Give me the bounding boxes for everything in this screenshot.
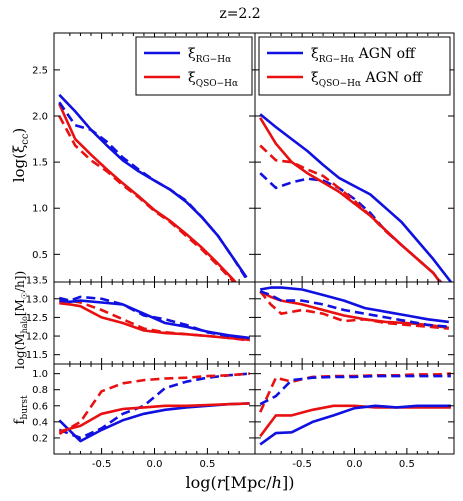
series-line-1-2 bbox=[259, 117, 442, 282]
y-tick-label: 13.0 bbox=[26, 294, 48, 305]
panel-2-1-series bbox=[259, 372, 451, 446]
legend-label: ξQSO−Hα bbox=[188, 70, 238, 89]
y-label-row-0: log(ξcc) bbox=[10, 128, 31, 183]
x-tick-label: 0.0 bbox=[347, 459, 363, 470]
panel-1-0-series bbox=[58, 295, 250, 342]
x-axis-label: log(r[Mpc/h]) bbox=[186, 473, 295, 492]
series-line-2-1 bbox=[59, 301, 250, 342]
figure-title: z=2.2 bbox=[219, 6, 260, 22]
legend-box bbox=[258, 36, 451, 96]
x-tick-label: 0.0 bbox=[147, 459, 163, 470]
y-tick-label: 12.0 bbox=[26, 332, 48, 343]
y-tick-label: 2.0 bbox=[32, 112, 48, 123]
series-line-3-2 bbox=[259, 290, 449, 328]
legend-label: ξRG−Hα bbox=[188, 46, 231, 65]
y-tick-label: 1.0 bbox=[32, 369, 48, 380]
legend-box bbox=[135, 36, 253, 96]
y-tick-label: 0.2 bbox=[32, 433, 48, 444]
series-line-0-1 bbox=[58, 103, 237, 282]
y-tick-label: 0.8 bbox=[32, 385, 48, 396]
series-line-1-0 bbox=[259, 172, 443, 282]
series-line-5-3 bbox=[259, 404, 451, 446]
y-tick-label: 0.4 bbox=[32, 417, 48, 428]
x-tick-label: -0.5 bbox=[292, 459, 312, 470]
x-tick-label: 0.5 bbox=[399, 459, 415, 470]
legend-label: ξRG−Hα AGN off bbox=[311, 46, 416, 65]
y-tick-label: 13.5 bbox=[26, 276, 48, 287]
panel-2-0-series bbox=[58, 372, 250, 443]
series-line-5-2 bbox=[259, 404, 451, 438]
series-line-1-1 bbox=[259, 144, 442, 282]
panel-0-1-series bbox=[259, 113, 452, 282]
series-line-1-3 bbox=[259, 113, 452, 282]
y-tick-label: 1.5 bbox=[32, 158, 48, 169]
y-tick-label: 1.0 bbox=[32, 204, 48, 215]
series-line-2-3 bbox=[59, 299, 250, 340]
series-line-4-0 bbox=[58, 372, 250, 440]
x-tick-label: 0.5 bbox=[199, 459, 215, 470]
series-line-0-2 bbox=[58, 101, 247, 279]
y-tick-label: 11.5 bbox=[26, 350, 48, 361]
panel-frame-1-0 bbox=[53, 281, 256, 365]
series-line-4-3 bbox=[58, 402, 250, 433]
series-line-0-3 bbox=[58, 93, 248, 279]
y-tick-label: 12.5 bbox=[26, 313, 48, 324]
panels: 0.5 1.0 1.5 2.0 2.5 11.5 12.0 12.5 13.0 13.5 0.2 0.… bbox=[26, 32, 455, 470]
y-tick-label: 0.5 bbox=[32, 250, 48, 261]
x-tick-label: -0.5 bbox=[92, 459, 112, 470]
series-line-0-0 bbox=[58, 115, 236, 282]
y-label-row-1: log(Mhalo[M☉/h]) bbox=[13, 271, 29, 369]
y-tick-label: 0.6 bbox=[32, 401, 48, 412]
series-line-4-2 bbox=[58, 372, 250, 436]
panel-0-0-series bbox=[58, 93, 248, 282]
panel-1-1-series bbox=[259, 286, 449, 330]
series-line-3-1 bbox=[259, 290, 449, 330]
y-tick-label: 2.5 bbox=[32, 65, 48, 76]
series-line-3-3 bbox=[259, 286, 449, 324]
legend-label: ξQSO−Hα AGN off bbox=[311, 70, 423, 89]
y-label-row-2: fburst bbox=[12, 395, 30, 425]
series-line-5-1 bbox=[259, 374, 451, 406]
